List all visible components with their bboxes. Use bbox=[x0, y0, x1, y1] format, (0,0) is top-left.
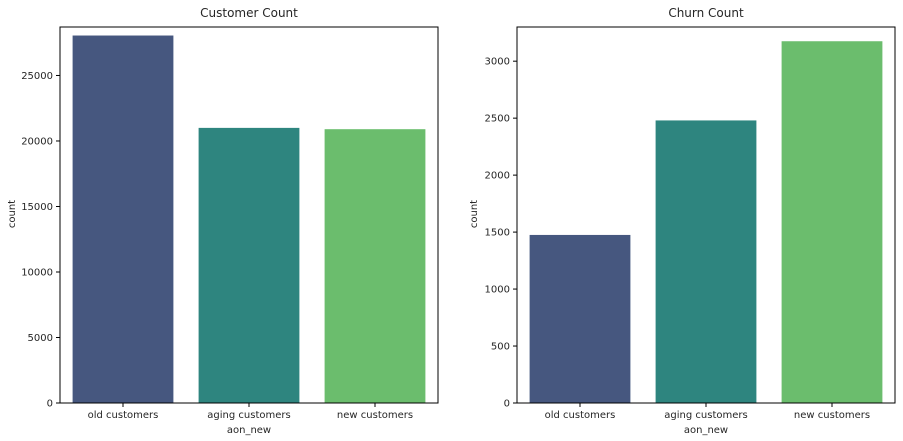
bar-old-customers bbox=[72, 35, 174, 404]
x-ticks: old customers aging customers new customer… bbox=[545, 403, 870, 421]
plot-frame bbox=[516, 26, 896, 404]
y-tick-label: 0 bbox=[47, 399, 53, 410]
chart-title: Customer Count bbox=[200, 6, 298, 20]
bar-aging-customers bbox=[198, 127, 300, 403]
x-tick-label: new customers bbox=[794, 410, 870, 421]
y-tick-label: 1000 bbox=[485, 285, 510, 296]
x-tick-label: old customers bbox=[88, 410, 159, 421]
bar-new-customers bbox=[324, 129, 426, 403]
bar-new-customers bbox=[781, 41, 883, 404]
bar-old-customers bbox=[529, 234, 631, 403]
bar-group bbox=[529, 41, 883, 404]
y-tick-label: 500 bbox=[491, 342, 510, 353]
y-tick-label: 15000 bbox=[21, 202, 53, 213]
y-axis-label: count bbox=[7, 200, 18, 228]
x-axis-label: aon_new bbox=[684, 425, 728, 436]
x-tick-label: old customers bbox=[545, 410, 616, 421]
y-tick-label: 10000 bbox=[21, 267, 53, 278]
x-axis-label: aon_new bbox=[227, 425, 271, 436]
y-tick-label: 2500 bbox=[485, 114, 510, 125]
customer-count-chart: Customer Count aon_new count 0 5000 10000 1… bbox=[7, 6, 439, 436]
y-tick-label: 25000 bbox=[21, 71, 53, 82]
y-tick-label: 0 bbox=[504, 399, 510, 410]
y-axis-label: count bbox=[469, 200, 480, 228]
y-ticks: 0 5000 10000 15000 20000 25000 bbox=[21, 71, 60, 410]
bar-aging-customers bbox=[655, 120, 757, 404]
y-ticks: 0 500 1000 1500 2000 2500 3000 bbox=[485, 57, 517, 410]
chart-title: Churn Count bbox=[668, 6, 744, 20]
x-tick-label: aging customers bbox=[664, 410, 747, 421]
x-ticks: old customers aging customers new customer… bbox=[88, 403, 413, 421]
y-tick-label: 3000 bbox=[485, 57, 510, 68]
y-tick-label: 1500 bbox=[485, 228, 510, 239]
y-tick-label: 20000 bbox=[21, 136, 53, 147]
plot-frame bbox=[59, 26, 439, 404]
x-tick-label: aging customers bbox=[207, 410, 290, 421]
y-tick-label: 2000 bbox=[485, 171, 510, 182]
y-tick-label: 5000 bbox=[28, 333, 53, 344]
x-tick-label: new customers bbox=[337, 410, 413, 421]
churn-count-chart: Churn Count aon_new count 0 500 1000 1500 20… bbox=[469, 6, 896, 436]
bar-group bbox=[72, 35, 426, 404]
